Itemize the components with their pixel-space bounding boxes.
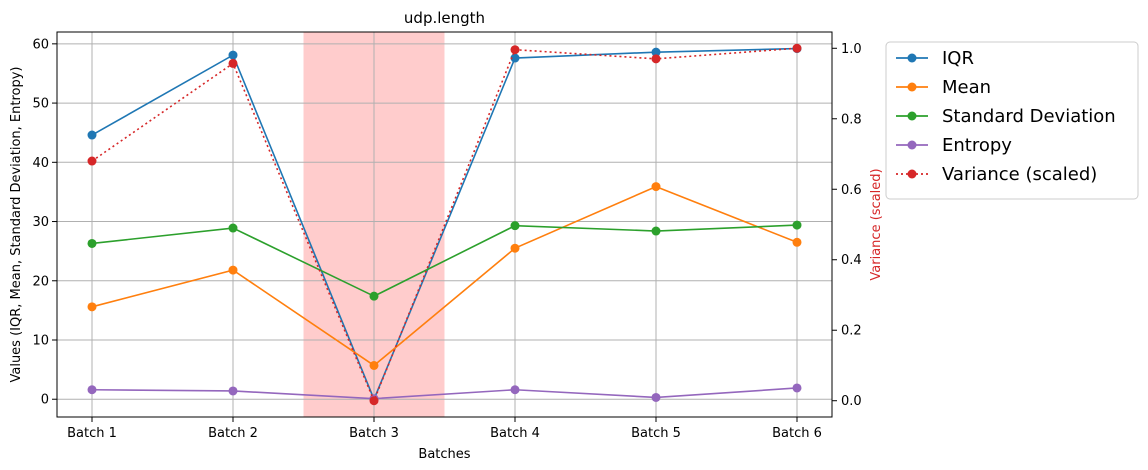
data-point bbox=[228, 386, 238, 396]
y-axis-title: Values (IQR, Mean, Standard Deviation, E… bbox=[9, 66, 24, 382]
data-point bbox=[228, 223, 238, 233]
chart-title: udp.length bbox=[404, 9, 485, 27]
y-tick-label: 0 bbox=[41, 393, 49, 408]
legend-label: Mean bbox=[942, 77, 991, 98]
series-line bbox=[91, 47, 798, 403]
series-line bbox=[91, 185, 798, 367]
y2-tick-label: 0.8 bbox=[841, 112, 862, 127]
y2-tick-label: 1.0 bbox=[841, 42, 862, 57]
data-point bbox=[651, 182, 661, 192]
y-tick-label: 10 bbox=[32, 334, 49, 349]
data-point bbox=[228, 50, 238, 60]
data-point bbox=[87, 302, 97, 312]
legend-label: Variance (scaled) bbox=[942, 164, 1097, 185]
legend-label: Entropy bbox=[942, 135, 1012, 156]
data-point bbox=[369, 291, 379, 301]
data-point bbox=[510, 45, 520, 55]
y-tick-label: 40 bbox=[32, 156, 49, 171]
x-axis-title: Batches bbox=[418, 447, 470, 462]
data-point bbox=[792, 237, 802, 247]
data-point bbox=[792, 383, 802, 393]
y2-tick-label: 0.4 bbox=[841, 253, 862, 268]
grid-layer bbox=[57, 32, 832, 417]
y-tick-label: 30 bbox=[32, 215, 49, 230]
data-point bbox=[651, 226, 661, 236]
x-tick-label: Batch 1 bbox=[67, 426, 117, 441]
data-point bbox=[369, 396, 379, 406]
data-point bbox=[510, 385, 520, 395]
data-point bbox=[228, 265, 238, 275]
series-line bbox=[91, 387, 798, 400]
legend-marker bbox=[907, 111, 917, 121]
y2-tick-label: 0.0 bbox=[841, 394, 862, 409]
x-tick-label: Batch 4 bbox=[490, 426, 540, 441]
legend-marker bbox=[907, 169, 917, 179]
y2-tick-label: 0.2 bbox=[841, 324, 862, 339]
data-point bbox=[87, 156, 97, 166]
legend-marker bbox=[907, 53, 917, 63]
data-point bbox=[369, 360, 379, 370]
y2-axis-title: Variance (scaled) bbox=[869, 168, 884, 280]
data-point bbox=[792, 43, 802, 53]
plot-frame bbox=[56, 31, 833, 418]
ticks-layer: Batch 1 Batch 2 Batch 3 Batch 4 Batch 5 Batch… bbox=[32, 37, 861, 441]
data-point bbox=[87, 238, 97, 248]
data-point bbox=[651, 47, 661, 57]
series-line bbox=[91, 224, 798, 298]
legend-marker bbox=[907, 82, 917, 92]
data-point bbox=[228, 58, 238, 68]
y2-tick-label: 0.6 bbox=[841, 183, 862, 198]
data-point bbox=[651, 54, 661, 64]
y-tick-label: 60 bbox=[32, 37, 49, 52]
legend-marker bbox=[907, 140, 917, 150]
x-tick-label: Batch 2 bbox=[208, 426, 258, 441]
data-point bbox=[651, 392, 661, 402]
legend-box bbox=[885, 41, 1139, 200]
y-tick-label: 20 bbox=[32, 274, 49, 289]
y-tick-label: 50 bbox=[32, 97, 49, 112]
data-point bbox=[87, 130, 97, 140]
data-point bbox=[510, 53, 520, 63]
legend: IQR Mean Standard Deviation Entropy Variance… bbox=[885, 41, 1139, 200]
data-point bbox=[792, 220, 802, 230]
data-point bbox=[510, 243, 520, 253]
series-line bbox=[91, 47, 798, 402]
x-tick-label: Batch 3 bbox=[349, 426, 399, 441]
series-layer bbox=[87, 43, 802, 406]
x-tick-label: Batch 5 bbox=[631, 426, 681, 441]
legend-label: IQR bbox=[942, 48, 974, 69]
legend-label: Standard Deviation bbox=[942, 106, 1116, 127]
data-point bbox=[510, 221, 520, 231]
data-point bbox=[87, 385, 97, 395]
x-tick-label: Batch 6 bbox=[772, 426, 822, 441]
